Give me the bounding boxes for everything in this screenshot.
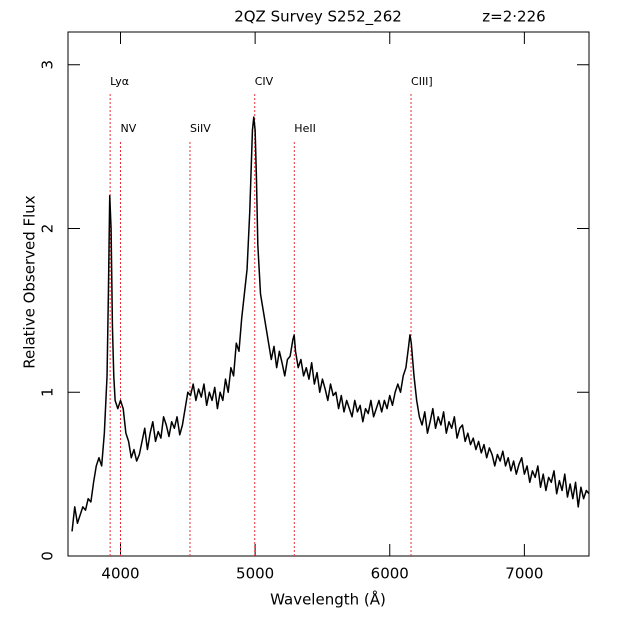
chart-subtitle: z=2·226 <box>482 8 545 26</box>
spectrum-line <box>71 116 590 532</box>
y-tick-label: 3 <box>39 60 57 70</box>
chart-title: 2QZ Survey S252_262 <box>234 8 402 27</box>
y-axis-label: Relative Observed Flux <box>21 195 39 368</box>
x-tick-label: 5000 <box>236 565 274 583</box>
x-tick-label: 4000 <box>101 565 139 583</box>
annotation-label: CIV <box>255 75 274 88</box>
y-tick-label: 2 <box>39 224 57 234</box>
annotation-label: HeII <box>294 122 316 135</box>
annotation-label: NV <box>121 122 137 135</box>
annotation-label: CIII] <box>411 75 433 88</box>
annotation-label: SiIV <box>190 122 211 135</box>
plot-frame <box>67 31 590 557</box>
y-tick-label: 0 <box>39 551 57 561</box>
y-tick-label: 1 <box>39 387 57 397</box>
x-tick-label: 6000 <box>371 565 409 583</box>
x-axis-label: Wavelength (Å) <box>270 590 386 609</box>
x-tick-label: 7000 <box>505 565 543 583</box>
annotation-label: Lyα <box>110 75 129 88</box>
